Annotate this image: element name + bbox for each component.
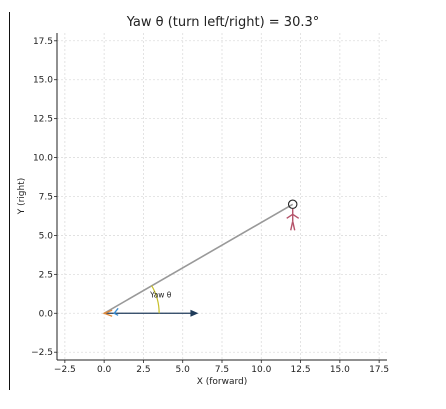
y-tick-label: 15.0 — [33, 76, 53, 86]
y-tick-label: 5.0 — [39, 231, 54, 241]
axes — [54, 33, 387, 363]
figure-leg-right — [292, 221, 296, 231]
figure-arm-right — [292, 213, 300, 219]
x-tick-label: 12.5 — [291, 365, 311, 375]
y-tick-label: 12.5 — [33, 115, 53, 125]
x-axis-label: X (forward) — [197, 377, 248, 387]
line-of-sight — [103, 203, 294, 314]
y-axis-label: Y (right) — [17, 178, 27, 216]
target-figure — [286, 199, 300, 231]
chart-title: Yaw θ (turn left/right) = 30.3° — [126, 15, 320, 30]
y-tick-label: 10.0 — [33, 154, 53, 164]
y-tick-label: 7.5 — [39, 193, 53, 203]
y-tick-label: −2.5 — [31, 348, 53, 358]
x-tick-label: 0.0 — [97, 365, 112, 375]
forward-arrow-head — [190, 309, 199, 317]
chart-marks: Yaw θ — [102, 199, 300, 317]
y-tick-label: 2.5 — [39, 270, 53, 280]
x-tick-label: 10.0 — [251, 365, 271, 375]
x-tick-label: 7.5 — [215, 365, 229, 375]
grid — [57, 33, 387, 360]
x-tick-labels: −2.5 0.0 2.5 5.0 7.5 10.0 12.5 15.0 17.5 — [54, 365, 389, 375]
origin-marker-orange — [102, 309, 113, 317]
left-border-rule — [9, 12, 10, 390]
y-tick-label: 17.5 — [33, 37, 53, 47]
y-tick-label: 0.0 — [39, 309, 54, 319]
origin-marker-blue — [113, 307, 119, 316]
x-tick-label: 2.5 — [136, 365, 150, 375]
figure-head — [287, 199, 298, 210]
x-tick-label: 15.0 — [330, 365, 350, 375]
x-tick-label: 5.0 — [176, 365, 191, 375]
yaw-angle-label: Yaw θ — [149, 290, 172, 299]
y-tick-labels: −2.5 0.0 2.5 5.0 7.5 10.0 12.5 15.0 17.5 — [31, 37, 53, 358]
figure-arm-left — [286, 213, 294, 219]
yaw-angle-arc — [151, 285, 160, 314]
x-tick-label: 17.5 — [369, 365, 389, 375]
x-tick-label: −2.5 — [54, 365, 76, 375]
